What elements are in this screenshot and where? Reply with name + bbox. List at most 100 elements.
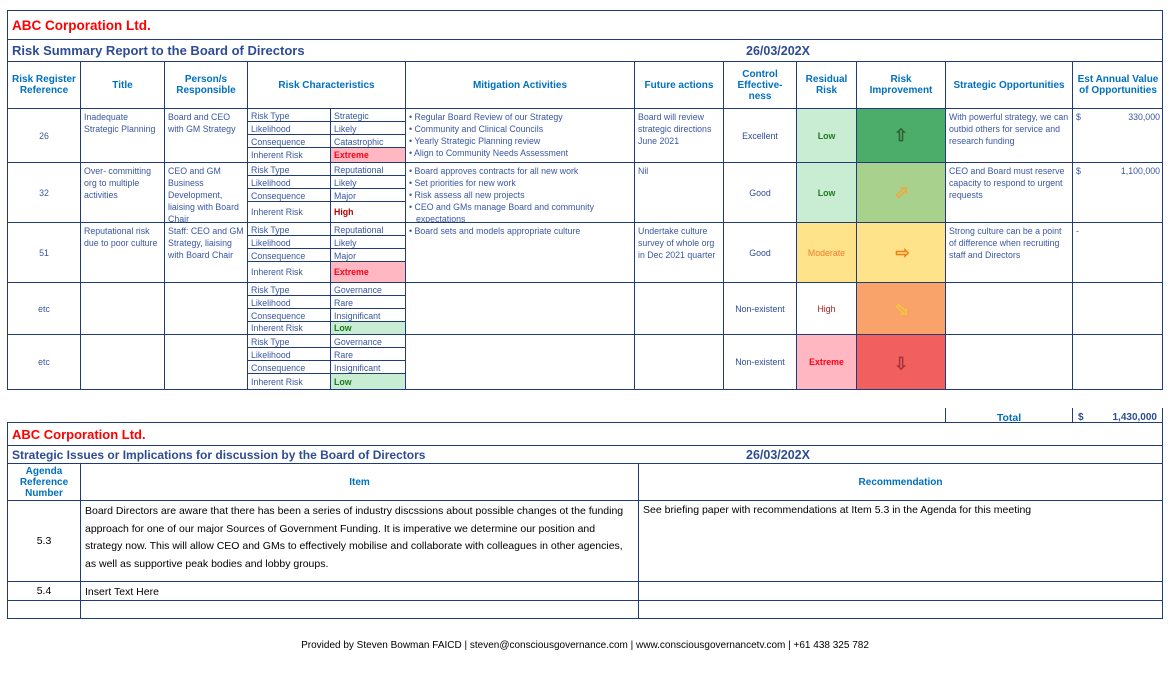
risk-ref-cell: 51 <box>8 223 81 282</box>
future-actions-cell: Board will review strategic directions J… <box>635 109 724 162</box>
provider-footer: Provided by Steven Bowman FAICD | steven… <box>301 640 869 651</box>
col-header-est-annual-value: Est Annual Value of Opportunities <box>1077 74 1159 96</box>
risk-responsible-cell <box>165 283 248 334</box>
col-header-mitigation-activities: Mitigation Activities <box>406 62 635 108</box>
mitigation-bullet: • Community and Clinical Councils <box>409 124 544 134</box>
risk-title-cell: Reputational risk due to poor culture <box>81 223 165 282</box>
char-label: Risk Type <box>248 335 331 348</box>
char-value: Extreme <box>331 262 405 282</box>
control-effectiveness-cell: Excellent <box>724 109 797 162</box>
report-subtitle-row: Risk Summary Report to the Board of Dire… <box>8 40 1162 62</box>
risk-improvement-cell: ⇧ <box>857 109 946 162</box>
char-label: Risk Type <box>248 109 331 122</box>
char-value: Likely <box>331 236 405 249</box>
est-amount: 1,100,000 <box>1120 166 1160 176</box>
agenda-number-cell: 5.4 <box>8 582 81 600</box>
future-actions-cell: Undertake culture survey of whole org in… <box>635 223 724 282</box>
strategic-issues-table: ABC Corporation Ltd. Strategic Issues or… <box>7 422 1163 619</box>
char-value: Low <box>331 322 405 334</box>
risk-row: 51 Reputational risk due to poor culture S… <box>8 223 1162 283</box>
mitigation-bullet: • Yearly Strategic Planning review <box>409 136 541 146</box>
risk-row: 26 Inadequate Strategic Planning Board and… <box>8 109 1162 163</box>
recommendation-cell: See briefing paper with recommendations … <box>643 504 1032 516</box>
currency-symbol: $ <box>1076 166 1081 176</box>
char-value: Rare <box>331 296 405 309</box>
char-label: Likelihood <box>248 296 331 309</box>
mitigation-cell: • Board sets and models appropriate cult… <box>406 223 635 282</box>
char-value: High <box>331 202 405 222</box>
est-value-cell: $1,100,000 <box>1073 163 1163 222</box>
company-title: ABC Corporation Ltd. <box>8 11 1162 40</box>
est-amount: 330,000 <box>1128 112 1160 122</box>
mitigation-bullet: • Align to Community Needs Assessment <box>409 148 569 158</box>
char-value: Governance <box>331 283 405 296</box>
char-label: Consequence <box>248 361 331 374</box>
risk-title-cell <box>81 283 165 334</box>
strategic-opportunities-cell: CEO and Board must reserve capacity to r… <box>946 163 1073 222</box>
risk-ref-cell: etc <box>8 283 81 334</box>
char-label: Consequence <box>248 309 331 322</box>
strategic-opportunities-cell <box>946 283 1073 334</box>
risk-characteristics-cell: Risk Type Reputational Likelihood Likely Con… <box>248 163 406 222</box>
char-label: Likelihood <box>248 236 331 249</box>
char-label: Inherent Risk <box>248 374 331 389</box>
right-arrow-icon: ⇧ <box>892 245 911 260</box>
est-value-cell <box>1073 335 1163 389</box>
char-value: Extreme <box>331 148 405 162</box>
control-effectiveness-cell: Non-existent <box>724 283 797 334</box>
risk-characteristics-cell: Risk Type Governance Likelihood Rare Consequ… <box>248 283 406 334</box>
col-header-item: Item <box>81 464 639 500</box>
risk-title-cell: Over- committing org to multiple activit… <box>81 163 165 222</box>
report-date: 26/03/202X <box>746 43 810 58</box>
total-currency: $ <box>1078 412 1084 423</box>
char-value: Major <box>331 189 405 202</box>
char-label: Likelihood <box>248 348 331 361</box>
up-arrow-icon: ⇧ <box>893 125 909 145</box>
mitigation-cell: • Board approves contracts for all new w… <box>406 163 635 222</box>
mitigation-bullet: • Risk assess all new projects <box>409 190 525 200</box>
risk-title-cell: Inadequate Strategic Planning <box>81 109 165 162</box>
char-label: Likelihood <box>248 176 331 189</box>
char-label: Risk Type <box>248 163 331 176</box>
char-value: Strategic <box>331 109 405 122</box>
company-title-2: ABC Corporation Ltd. <box>8 423 1162 446</box>
issues-title: Strategic Issues or Implications for dis… <box>12 447 426 462</box>
char-label: Consequence <box>248 135 331 148</box>
issues-date: 26/03/202X <box>746 447 810 462</box>
agenda-number-cell: 5.3 <box>8 501 81 581</box>
risk-table-body: 26 Inadequate Strategic Planning Board and… <box>8 109 1162 389</box>
mitigation-cell: • Regular Board Review of our Strategy • … <box>406 109 635 162</box>
char-value: Major <box>331 249 405 262</box>
issues-table-body: 5.3 Board Directors are aware that there … <box>8 501 1162 618</box>
control-effectiveness-cell: Non-existent <box>724 335 797 389</box>
est-value-cell: $330,000 <box>1073 109 1163 162</box>
total-amount: 1,430,000 <box>1112 412 1158 423</box>
col-header-strategic-opportunities: Strategic Opportunities <box>946 62 1073 108</box>
est-value-cell <box>1073 283 1163 334</box>
risk-ref-cell: 32 <box>8 163 81 222</box>
risk-responsible-cell: Staff: CEO and GM Strategy, liaising wit… <box>165 223 248 282</box>
risk-ref-cell: etc <box>8 335 81 389</box>
control-effectiveness-cell: Good <box>724 223 797 282</box>
item-cell <box>81 601 639 618</box>
down-arrow-icon: ⇧ <box>893 353 909 372</box>
char-value: Reputational <box>331 163 405 176</box>
issues-table-header: Agenda Reference Number Item Recommendat… <box>8 464 1162 501</box>
char-label: Inherent Risk <box>248 262 331 282</box>
char-value: Rare <box>331 348 405 361</box>
total-label: Total <box>946 408 1073 427</box>
char-label: Inherent Risk <box>248 148 331 162</box>
issue-row: 5.4 Insert Text Here <box>8 582 1162 601</box>
mitigation-bullet: • Set priorities for new work <box>409 178 516 188</box>
residual-risk-cell: Low <box>797 109 857 162</box>
residual-risk-cell: Low <box>797 163 857 222</box>
strategic-opportunities-cell: Strong culture can be a point of differe… <box>946 223 1073 282</box>
char-label: Consequence <box>248 189 331 202</box>
mitigation-bullet: • CEO and GMs manage Board and community… <box>409 202 594 222</box>
risk-characteristics-cell: Risk Type Reputational Likelihood Likely Con… <box>248 223 406 282</box>
char-label: Consequence <box>248 249 331 262</box>
char-value: Catastrophic <box>331 135 405 148</box>
item-cell: Insert Text Here <box>81 582 639 600</box>
col-header-risk-characteristics: Risk Characteristics <box>248 62 406 108</box>
agenda-number-cell <box>8 601 81 618</box>
